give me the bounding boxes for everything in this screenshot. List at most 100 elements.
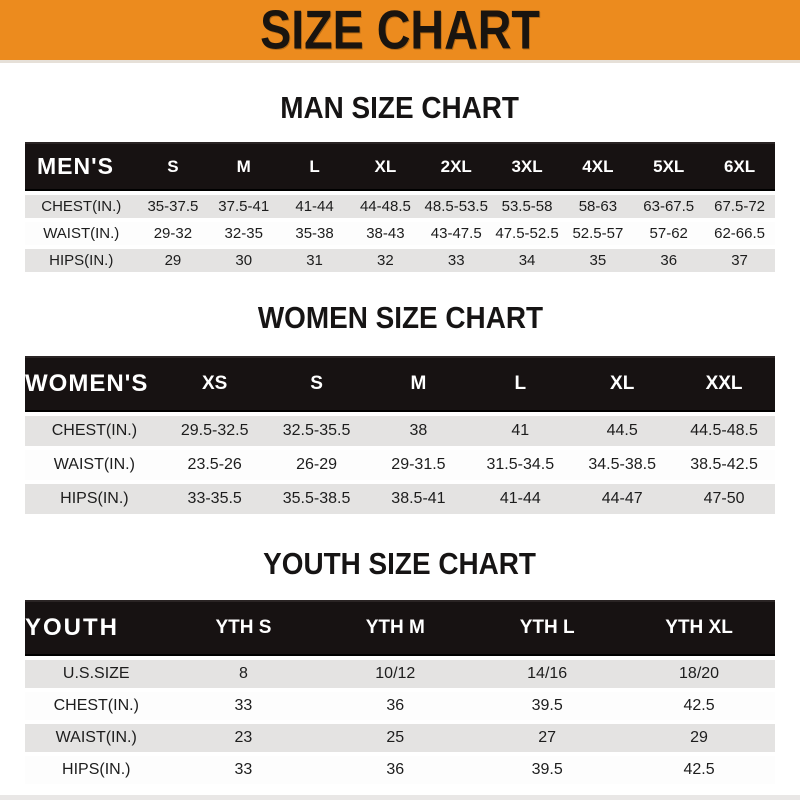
size-value-cell: 33-35.5 — [163, 484, 266, 514]
size-value-cell: 37 — [704, 249, 775, 272]
size-value-cell: 31.5-34.5 — [469, 450, 572, 480]
man-section-heading-text: MAN SIZE CHART — [280, 90, 520, 125]
size-value-cell: 63-67.5 — [633, 195, 705, 218]
measurement-row: CHEST(IN.) 35-37.5 37.5-41 41-44 44-48.5 48.5… — [25, 195, 775, 218]
row-label: CHEST(IN.) — [25, 692, 168, 720]
size-value-cell: 47.5-52.5 — [491, 222, 563, 245]
size-value-cell: 44.5-48.5 — [673, 416, 775, 446]
size-column-header: L — [279, 142, 350, 191]
women-size-table: WOMEN'S XS S M L XL XXL CHEST(IN.) 29.5-32.5 32.5… — [25, 352, 775, 518]
row-label: WAIST(IN.) — [25, 450, 164, 480]
size-value-cell: 8 — [167, 660, 320, 688]
size-value-cell: 39.5 — [471, 756, 624, 784]
size-header-row: MEN'S S M L XL 2XL 3XL 4XL 5XL 6XL — [25, 142, 775, 191]
row-label: HIPS(IN.) — [25, 484, 164, 514]
size-column-header: L — [469, 356, 572, 412]
size-value-cell: 38.5-42.5 — [673, 450, 775, 480]
size-column-header: XS — [163, 356, 266, 412]
size-value-cell: 18/20 — [623, 660, 775, 688]
size-value-cell: 52.5-57 — [562, 222, 634, 245]
size-value-cell: 53.5-58 — [491, 195, 563, 218]
size-column-header: M — [367, 356, 470, 412]
size-value-cell: 34 — [491, 249, 563, 272]
size-column-header: XXL — [673, 356, 775, 412]
size-column-header: YTH L — [471, 600, 624, 656]
size-value-cell: 29 — [137, 249, 209, 272]
size-value-cell: 33 — [167, 756, 320, 784]
size-header-row: YOUTH YTH S YTH M YTH L YTH XL — [25, 600, 775, 656]
banner-title: SIZE CHART — [260, 0, 540, 61]
size-value-cell: 29-32 — [137, 222, 209, 245]
size-column-header: 4XL — [562, 142, 634, 191]
women-size-section: WOMEN SIZE CHART WOMEN'S XS S M L XL XXL CHEST(… — [0, 276, 800, 518]
row-label: HIPS(IN.) — [25, 756, 168, 784]
size-column-header: YTH XL — [623, 600, 775, 656]
row-label: HIPS(IN.) — [25, 249, 138, 272]
size-value-cell: 38.5-41 — [367, 484, 470, 514]
size-value-cell: 35-38 — [279, 222, 350, 245]
size-value-cell: 38-43 — [349, 222, 421, 245]
size-column-header: 2XL — [420, 142, 492, 191]
row-label: U.S.SIZE — [25, 660, 168, 688]
size-value-cell: 32.5-35.5 — [265, 416, 368, 446]
size-value-cell: 23 — [167, 724, 320, 752]
size-value-cell: 36 — [633, 249, 705, 272]
man-section-heading: MAN SIZE CHART — [0, 63, 800, 126]
size-column-header: S — [265, 356, 368, 412]
size-value-cell: 29-31.5 — [367, 450, 470, 480]
row-label: WAIST(IN.) — [25, 724, 168, 752]
size-value-cell: 58-63 — [562, 195, 634, 218]
size-value-cell: 67.5-72 — [704, 195, 775, 218]
size-column-header: S — [137, 142, 209, 191]
size-value-cell: 29.5-32.5 — [163, 416, 266, 446]
size-value-cell: 57-62 — [633, 222, 705, 245]
size-header-row: WOMEN'S XS S M L XL XXL — [25, 356, 775, 412]
size-value-cell: 44-47 — [571, 484, 674, 514]
measurement-row: HIPS(IN.) 29 30 31 32 33 34 35 36 37 — [25, 249, 775, 272]
size-value-cell: 37.5-41 — [208, 195, 280, 218]
measurement-row: WAIST(IN.) 23 25 27 29 — [25, 724, 775, 752]
size-value-cell: 41-44 — [469, 484, 572, 514]
measurement-row: HIPS(IN.) 33 36 39.5 42.5 — [25, 756, 775, 784]
size-value-cell: 41 — [469, 416, 572, 446]
size-value-cell: 34.5-38.5 — [571, 450, 674, 480]
size-value-cell: 44.5 — [571, 416, 674, 446]
size-value-cell: 36 — [319, 692, 472, 720]
size-column-header: YTH M — [319, 600, 472, 656]
row-label: WAIST(IN.) — [25, 222, 138, 245]
women-section-heading: WOMEN SIZE CHART — [0, 276, 800, 336]
youth-size-section: YOUTH SIZE CHART YOUTH YTH S YTH M YTH L YTH… — [0, 518, 800, 788]
size-column-header: 3XL — [491, 142, 563, 191]
measurement-row: CHEST(IN.) 29.5-32.5 32.5-35.5 38 41 44.5 44.5… — [25, 416, 775, 446]
size-value-cell: 36 — [319, 756, 472, 784]
size-value-cell: 35.5-38.5 — [265, 484, 368, 514]
size-value-cell: 27 — [471, 724, 624, 752]
size-value-cell: 42.5 — [623, 692, 775, 720]
size-value-cell: 62-66.5 — [704, 222, 775, 245]
youth-section-heading: YOUTH SIZE CHART — [0, 518, 800, 582]
table-corner-label: MEN'S — [25, 142, 138, 191]
size-value-cell: 33 — [167, 692, 320, 720]
size-value-cell: 38 — [367, 416, 470, 446]
size-column-header: XL — [349, 142, 421, 191]
size-value-cell: 32 — [349, 249, 421, 272]
row-label: CHEST(IN.) — [25, 416, 164, 446]
size-value-cell: 32-35 — [208, 222, 280, 245]
youth-section-heading-text: YOUTH SIZE CHART — [263, 546, 537, 581]
size-value-cell: 10/12 — [319, 660, 472, 688]
table-corner-label: WOMEN'S — [25, 356, 164, 412]
size-value-cell: 31 — [279, 249, 350, 272]
size-chart-banner: SIZE CHART — [0, 0, 800, 63]
size-value-cell: 25 — [319, 724, 472, 752]
size-column-header: 6XL — [704, 142, 775, 191]
size-value-cell: 33 — [420, 249, 492, 272]
measurement-row: WAIST(IN.) 23.5-26 26-29 29-31.5 31.5-34.5 34… — [25, 450, 775, 480]
size-value-cell: 41-44 — [279, 195, 350, 218]
size-value-cell: 35 — [562, 249, 634, 272]
size-column-header: XL — [571, 356, 674, 412]
measurement-row: HIPS(IN.) 33-35.5 35.5-38.5 38.5-41 41-44 44-… — [25, 484, 775, 514]
size-column-header: YTH S — [167, 600, 320, 656]
table-corner-label: YOUTH — [25, 600, 168, 656]
size-value-cell: 29 — [623, 724, 775, 752]
